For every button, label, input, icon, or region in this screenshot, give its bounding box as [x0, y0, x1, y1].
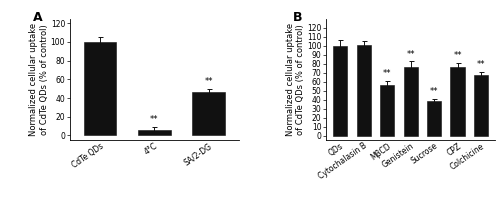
Text: **: ** [476, 60, 485, 69]
Bar [404, 67, 417, 136]
Bar [427, 101, 441, 136]
Bar [450, 67, 464, 136]
Text: **: ** [406, 50, 415, 59]
Text: **: ** [150, 115, 158, 124]
Bar [357, 45, 371, 136]
Y-axis label: Normalized cellular uptake
of CdTe QDs (% of control): Normalized cellular uptake of CdTe QDs (… [286, 23, 305, 136]
Text: **: ** [204, 77, 213, 86]
Bar [84, 42, 116, 135]
Bar [380, 85, 394, 136]
Text: A: A [33, 11, 42, 24]
Text: B: B [292, 11, 302, 24]
Text: **: ** [383, 69, 392, 78]
Bar [474, 75, 488, 136]
Bar [192, 92, 225, 135]
Y-axis label: Normalized cellular uptake
of CdTe QDs (% of control): Normalized cellular uptake of CdTe QDs (… [29, 23, 48, 136]
Text: **: ** [430, 87, 438, 96]
Text: **: ** [454, 52, 462, 60]
Bar [138, 130, 170, 135]
Bar [334, 46, 347, 136]
